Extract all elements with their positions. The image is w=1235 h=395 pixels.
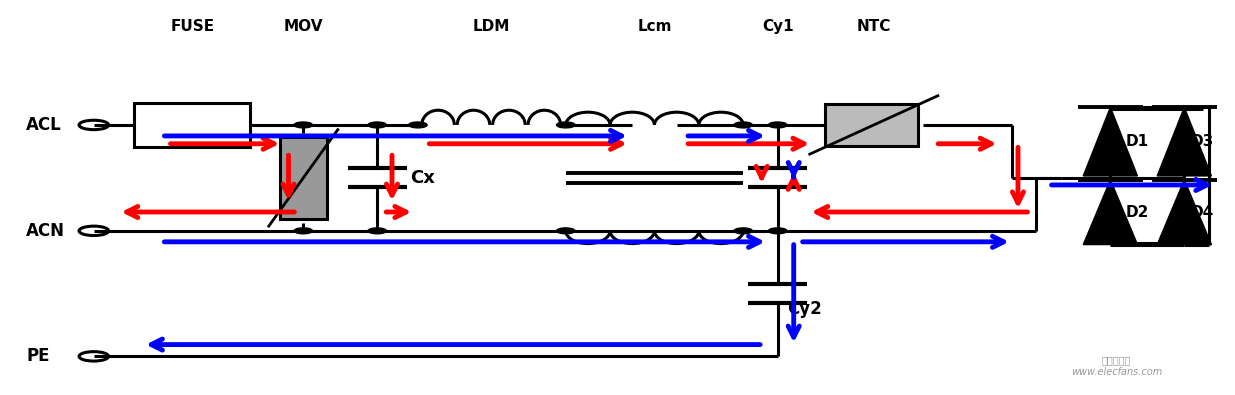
Text: Cx: Cx <box>410 169 436 187</box>
Circle shape <box>734 228 752 234</box>
Circle shape <box>368 228 387 234</box>
Bar <box>280 137 327 219</box>
Bar <box>135 103 251 147</box>
Text: D3: D3 <box>1191 134 1214 149</box>
Circle shape <box>557 122 576 128</box>
Circle shape <box>557 228 576 234</box>
Circle shape <box>734 122 752 128</box>
Polygon shape <box>1157 107 1212 176</box>
Text: MOV: MOV <box>284 19 324 34</box>
Text: NTC: NTC <box>857 19 890 34</box>
Text: LDM: LDM <box>473 19 510 34</box>
Text: FUSE: FUSE <box>170 19 215 34</box>
Polygon shape <box>1083 180 1137 245</box>
Polygon shape <box>1157 180 1212 245</box>
Bar <box>825 104 918 145</box>
Text: PE: PE <box>26 347 49 365</box>
Text: Cy1: Cy1 <box>762 19 794 34</box>
Circle shape <box>294 228 312 234</box>
Text: D4: D4 <box>1191 205 1214 220</box>
Text: ACN: ACN <box>26 222 65 240</box>
Text: Cy2: Cy2 <box>788 300 823 318</box>
Text: D2: D2 <box>1125 205 1149 220</box>
Polygon shape <box>1083 107 1137 176</box>
Text: Lcm: Lcm <box>637 19 672 34</box>
Circle shape <box>768 122 787 128</box>
Circle shape <box>409 122 427 128</box>
Text: 電子發燒友
www.elecfans.com: 電子發燒友 www.elecfans.com <box>1071 356 1162 377</box>
Circle shape <box>768 228 787 234</box>
Text: ACL: ACL <box>26 116 62 134</box>
Circle shape <box>368 122 387 128</box>
Text: D1: D1 <box>1125 134 1149 149</box>
Circle shape <box>294 122 312 128</box>
